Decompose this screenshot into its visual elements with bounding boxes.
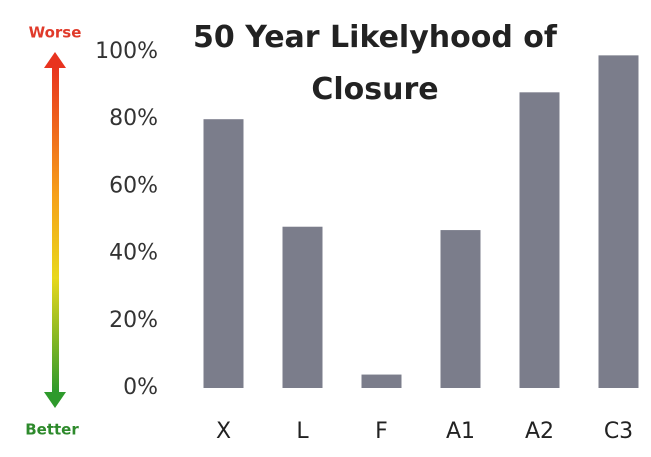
bar — [361, 374, 402, 388]
x-tick-label: C3 — [604, 419, 633, 444]
bar — [519, 92, 560, 388]
x-tick-label: A2 — [525, 419, 554, 444]
bar — [598, 55, 639, 389]
y-tick-label: 80% — [109, 106, 158, 131]
x-tick-label: A1 — [446, 419, 475, 444]
arrow-head-up — [44, 52, 66, 68]
y-tick-label: 60% — [109, 173, 158, 198]
bar — [282, 226, 323, 388]
y-tick-label: 0% — [123, 375, 158, 400]
better-label: Better — [25, 421, 79, 439]
x-tick-label: F — [375, 419, 388, 444]
chart-title: 50 Year Likelyhood of Closure — [193, 20, 557, 107]
arrow-head-down — [44, 392, 66, 408]
y-tick-label: 100% — [95, 39, 158, 64]
y-tick-label: 20% — [109, 308, 158, 333]
y-tick-label: 40% — [109, 241, 158, 266]
bar — [440, 230, 481, 388]
scale-arrow-shaft — [52, 66, 59, 392]
bar — [203, 119, 244, 388]
x-tick-label: X — [216, 419, 231, 444]
x-tick-label: L — [296, 419, 309, 444]
worse-label: Worse — [29, 24, 82, 42]
